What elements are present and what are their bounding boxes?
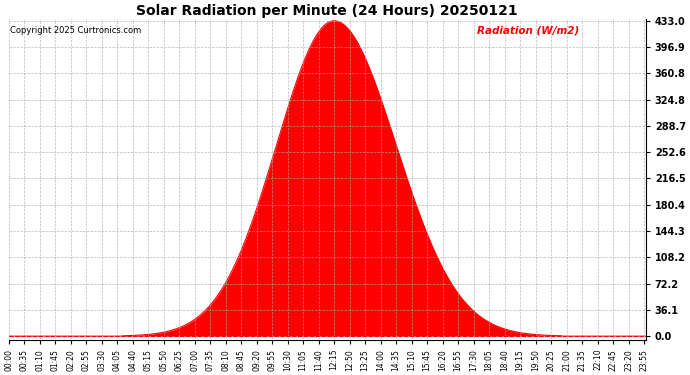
Title: Solar Radiation per Minute (24 Hours) 20250121: Solar Radiation per Minute (24 Hours) 20…: [137, 4, 518, 18]
Text: Radiation (W/m2): Radiation (W/m2): [477, 26, 579, 36]
Text: Copyright 2025 Curtronics.com: Copyright 2025 Curtronics.com: [10, 26, 141, 35]
